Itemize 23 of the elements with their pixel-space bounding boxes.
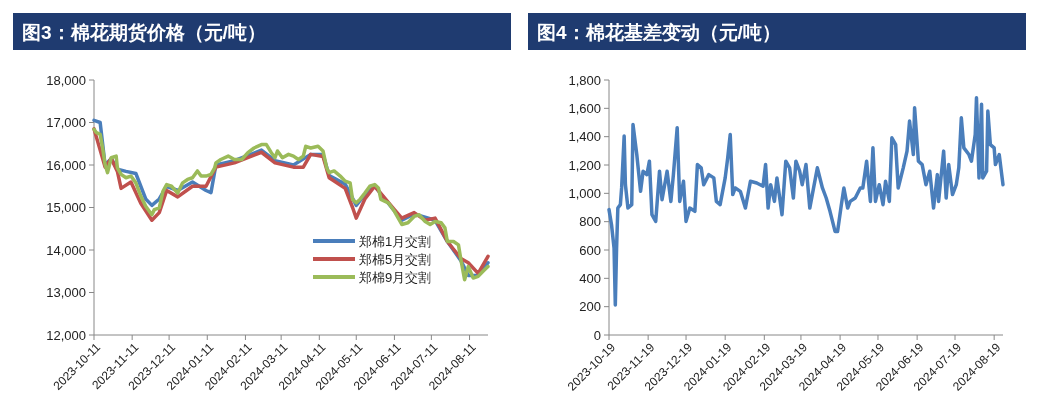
legend-label: 郑棉9月交割 [359,270,432,285]
y-tick-label: 18,000 [46,72,86,88]
y-tick-label: 13,000 [46,285,86,301]
chart-title: 图3：棉花期货价格（元/吨） [22,22,266,43]
line-series [607,95,1005,307]
y-tick-label: 0 [593,327,601,343]
y-tick-label: 1,800 [568,72,601,88]
y-tick-label: 1,400 [568,129,601,145]
y-tick-label: 800 [579,214,601,230]
y-tick-label: 12,000 [46,327,86,343]
y-tick-label: 16,000 [46,157,86,173]
y-tick-label: 14,000 [46,242,86,258]
chart-title: 图4：棉花基差变动（元/吨） [537,22,781,43]
y-tick-label: 17,000 [46,115,86,131]
legend-label: 郑棉1月交割 [359,234,432,249]
legend-label: 郑棉5月交割 [359,252,432,267]
y-tick-label: 1,000 [568,185,601,201]
y-tick-label: 1,200 [568,157,601,173]
y-tick-label: 15,000 [46,200,86,216]
y-tick-label: 200 [579,299,601,315]
y-tick-label: 600 [579,242,601,258]
y-tick-label: 1,600 [568,100,601,116]
y-tick-label: 400 [579,270,601,286]
